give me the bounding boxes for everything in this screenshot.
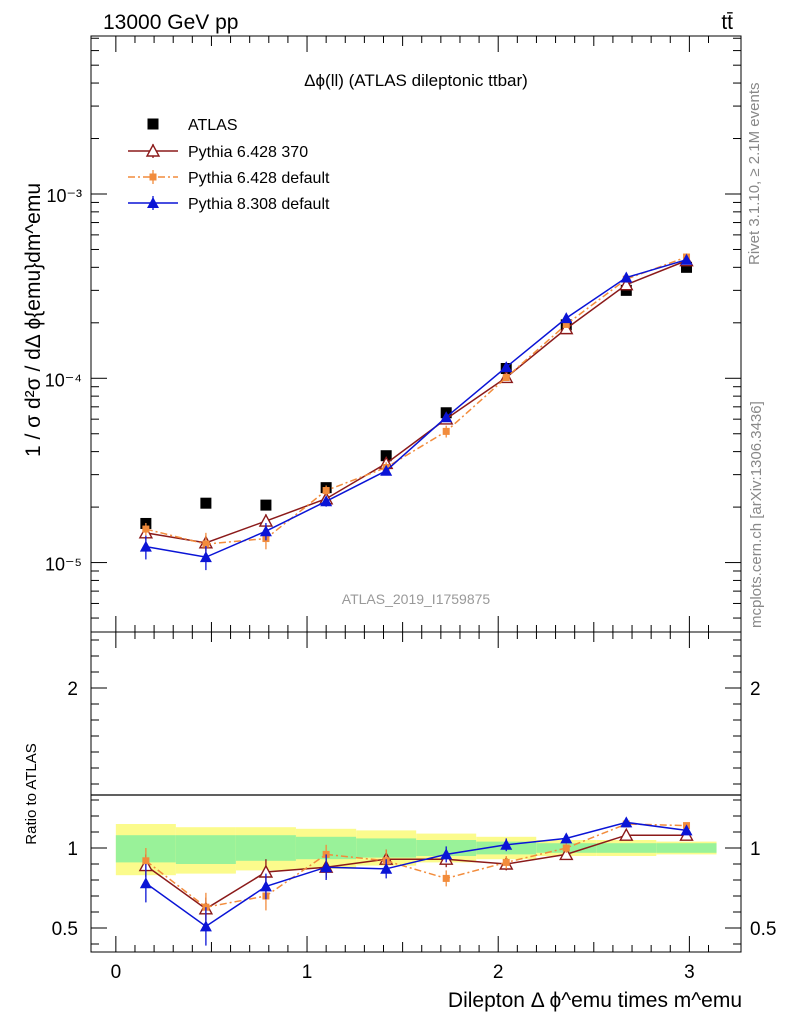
ratio-point — [142, 857, 150, 865]
series-line — [145, 258, 687, 558]
ratio-line — [145, 834, 687, 910]
data-point — [619, 277, 634, 291]
mcplots-label: mcplots.cern.ch [arXiv:1306.3436] — [748, 401, 765, 628]
ratio-y-tick-label: 2 — [67, 679, 78, 700]
legend-label: Pythia 6.428 default — [188, 170, 330, 187]
ratio-y-label: Ratio to ATLAS — [23, 743, 40, 844]
data-point — [320, 495, 333, 507]
legend-marker — [149, 173, 157, 181]
ratio-point — [380, 862, 393, 874]
series-line — [145, 259, 687, 544]
series-3 — [139, 253, 693, 571]
y-tick-label: 10⁻³ — [46, 186, 82, 206]
ratio-ticks: 0.5 0.5 1 1 2 2 0 1 2 3 — [52, 632, 776, 983]
data-point — [562, 320, 570, 328]
ratio-y-tick-label-right: 0.5 — [750, 919, 776, 940]
data-point — [680, 253, 693, 265]
data-point — [139, 540, 152, 552]
data-point — [260, 499, 272, 511]
band-inner — [175, 835, 236, 864]
band-inner — [235, 835, 296, 861]
ratio-point — [502, 858, 510, 866]
legend-marker — [147, 118, 159, 130]
x-tick-label: 1 — [302, 962, 313, 983]
ratio-line — [145, 821, 687, 928]
legend-marker — [147, 197, 159, 208]
ratio-point — [440, 848, 453, 860]
process-label: tt̄ — [721, 11, 733, 34]
x-tick-label: 2 — [493, 962, 504, 983]
series-line — [145, 256, 687, 545]
series-0 — [140, 261, 693, 529]
data-point — [500, 361, 513, 373]
plot-title: Δϕ(ll) (ATLAS dileptonic ttbar) — [304, 71, 528, 90]
ratio-point — [259, 880, 272, 892]
ratio-point — [680, 824, 693, 836]
ratio-y-tick-label: 0.5 — [52, 919, 78, 940]
y-tick-label: 10⁻⁵ — [45, 555, 82, 575]
main-data — [138, 253, 694, 571]
ratio-point — [320, 861, 333, 873]
data-point — [380, 464, 393, 476]
data-point — [259, 525, 272, 537]
data-point — [442, 427, 450, 435]
data-point — [559, 321, 574, 335]
data-point — [322, 487, 330, 495]
band-inner — [596, 843, 657, 853]
ratio-point — [562, 844, 570, 852]
data-point — [502, 373, 510, 381]
legend-marker — [145, 143, 161, 157]
data-point — [380, 450, 392, 462]
ratio-frame — [90, 631, 742, 953]
rivet-label: Rivet 3.1.10, ≥ 2.1M events — [746, 83, 763, 266]
legend: ATLAS Pythia 6.428 370 Pythia 6.428 defaul… — [128, 117, 330, 213]
ratio-y-tick-label-right: 1 — [750, 839, 761, 860]
legend-label: ATLAS — [188, 117, 238, 134]
ratio-point — [559, 846, 574, 861]
x-tick-label: 3 — [684, 962, 695, 983]
analysis-id: ATLAS_2019_I1759875 — [342, 591, 491, 607]
data-point — [142, 525, 150, 533]
data-point — [440, 411, 453, 423]
ratio-panel: 0.5 0.5 1 1 2 2 0 1 2 3 Ratio to ATLAS Dilepton Δ… — [23, 631, 776, 1012]
ratio-data — [138, 816, 694, 946]
ratio-point — [560, 832, 573, 844]
data-point — [200, 497, 212, 509]
ratio-point — [500, 838, 513, 850]
collision-label: 13000 GeV pp — [103, 11, 238, 34]
y-axis-label: 1 / σ d²σ / dΔ ϕ{emu}dm^emu — [22, 183, 45, 457]
ratio-point — [199, 920, 212, 932]
ratio-y-tick-label-right: 2 — [750, 679, 761, 700]
ratio-point — [139, 877, 152, 889]
ratio-bands — [115, 824, 717, 876]
series-1 — [138, 253, 694, 551]
band-inner — [356, 838, 417, 858]
data-point — [199, 551, 212, 563]
main-panel: 10⁻⁵ 10⁻⁴ 10⁻³ Δϕ(ll) (ATLAS dileptonic tt… — [22, 35, 742, 633]
x-tick-label: 0 — [111, 962, 122, 983]
ratio-point — [442, 874, 450, 882]
x-axis-label: Dilepton Δ ϕ^emu times m^emu — [448, 989, 742, 1012]
band-inner — [656, 843, 717, 853]
ratio-series-2 — [139, 816, 693, 946]
data-point — [620, 271, 633, 283]
ratio-point — [619, 827, 634, 841]
ratio-line — [145, 823, 687, 908]
y-tick-label: 10⁻⁴ — [45, 370, 82, 390]
ratio-y-tick-label: 1 — [67, 839, 78, 860]
data-point — [681, 261, 693, 273]
main-ticks: 10⁻⁵ 10⁻⁴ 10⁻³ — [45, 36, 741, 632]
legend-label: Pythia 8.308 default — [188, 196, 330, 213]
legend-label: Pythia 6.428 370 — [188, 144, 308, 161]
ratio-point — [620, 816, 633, 828]
data-point — [560, 312, 573, 324]
data-point — [202, 540, 210, 548]
